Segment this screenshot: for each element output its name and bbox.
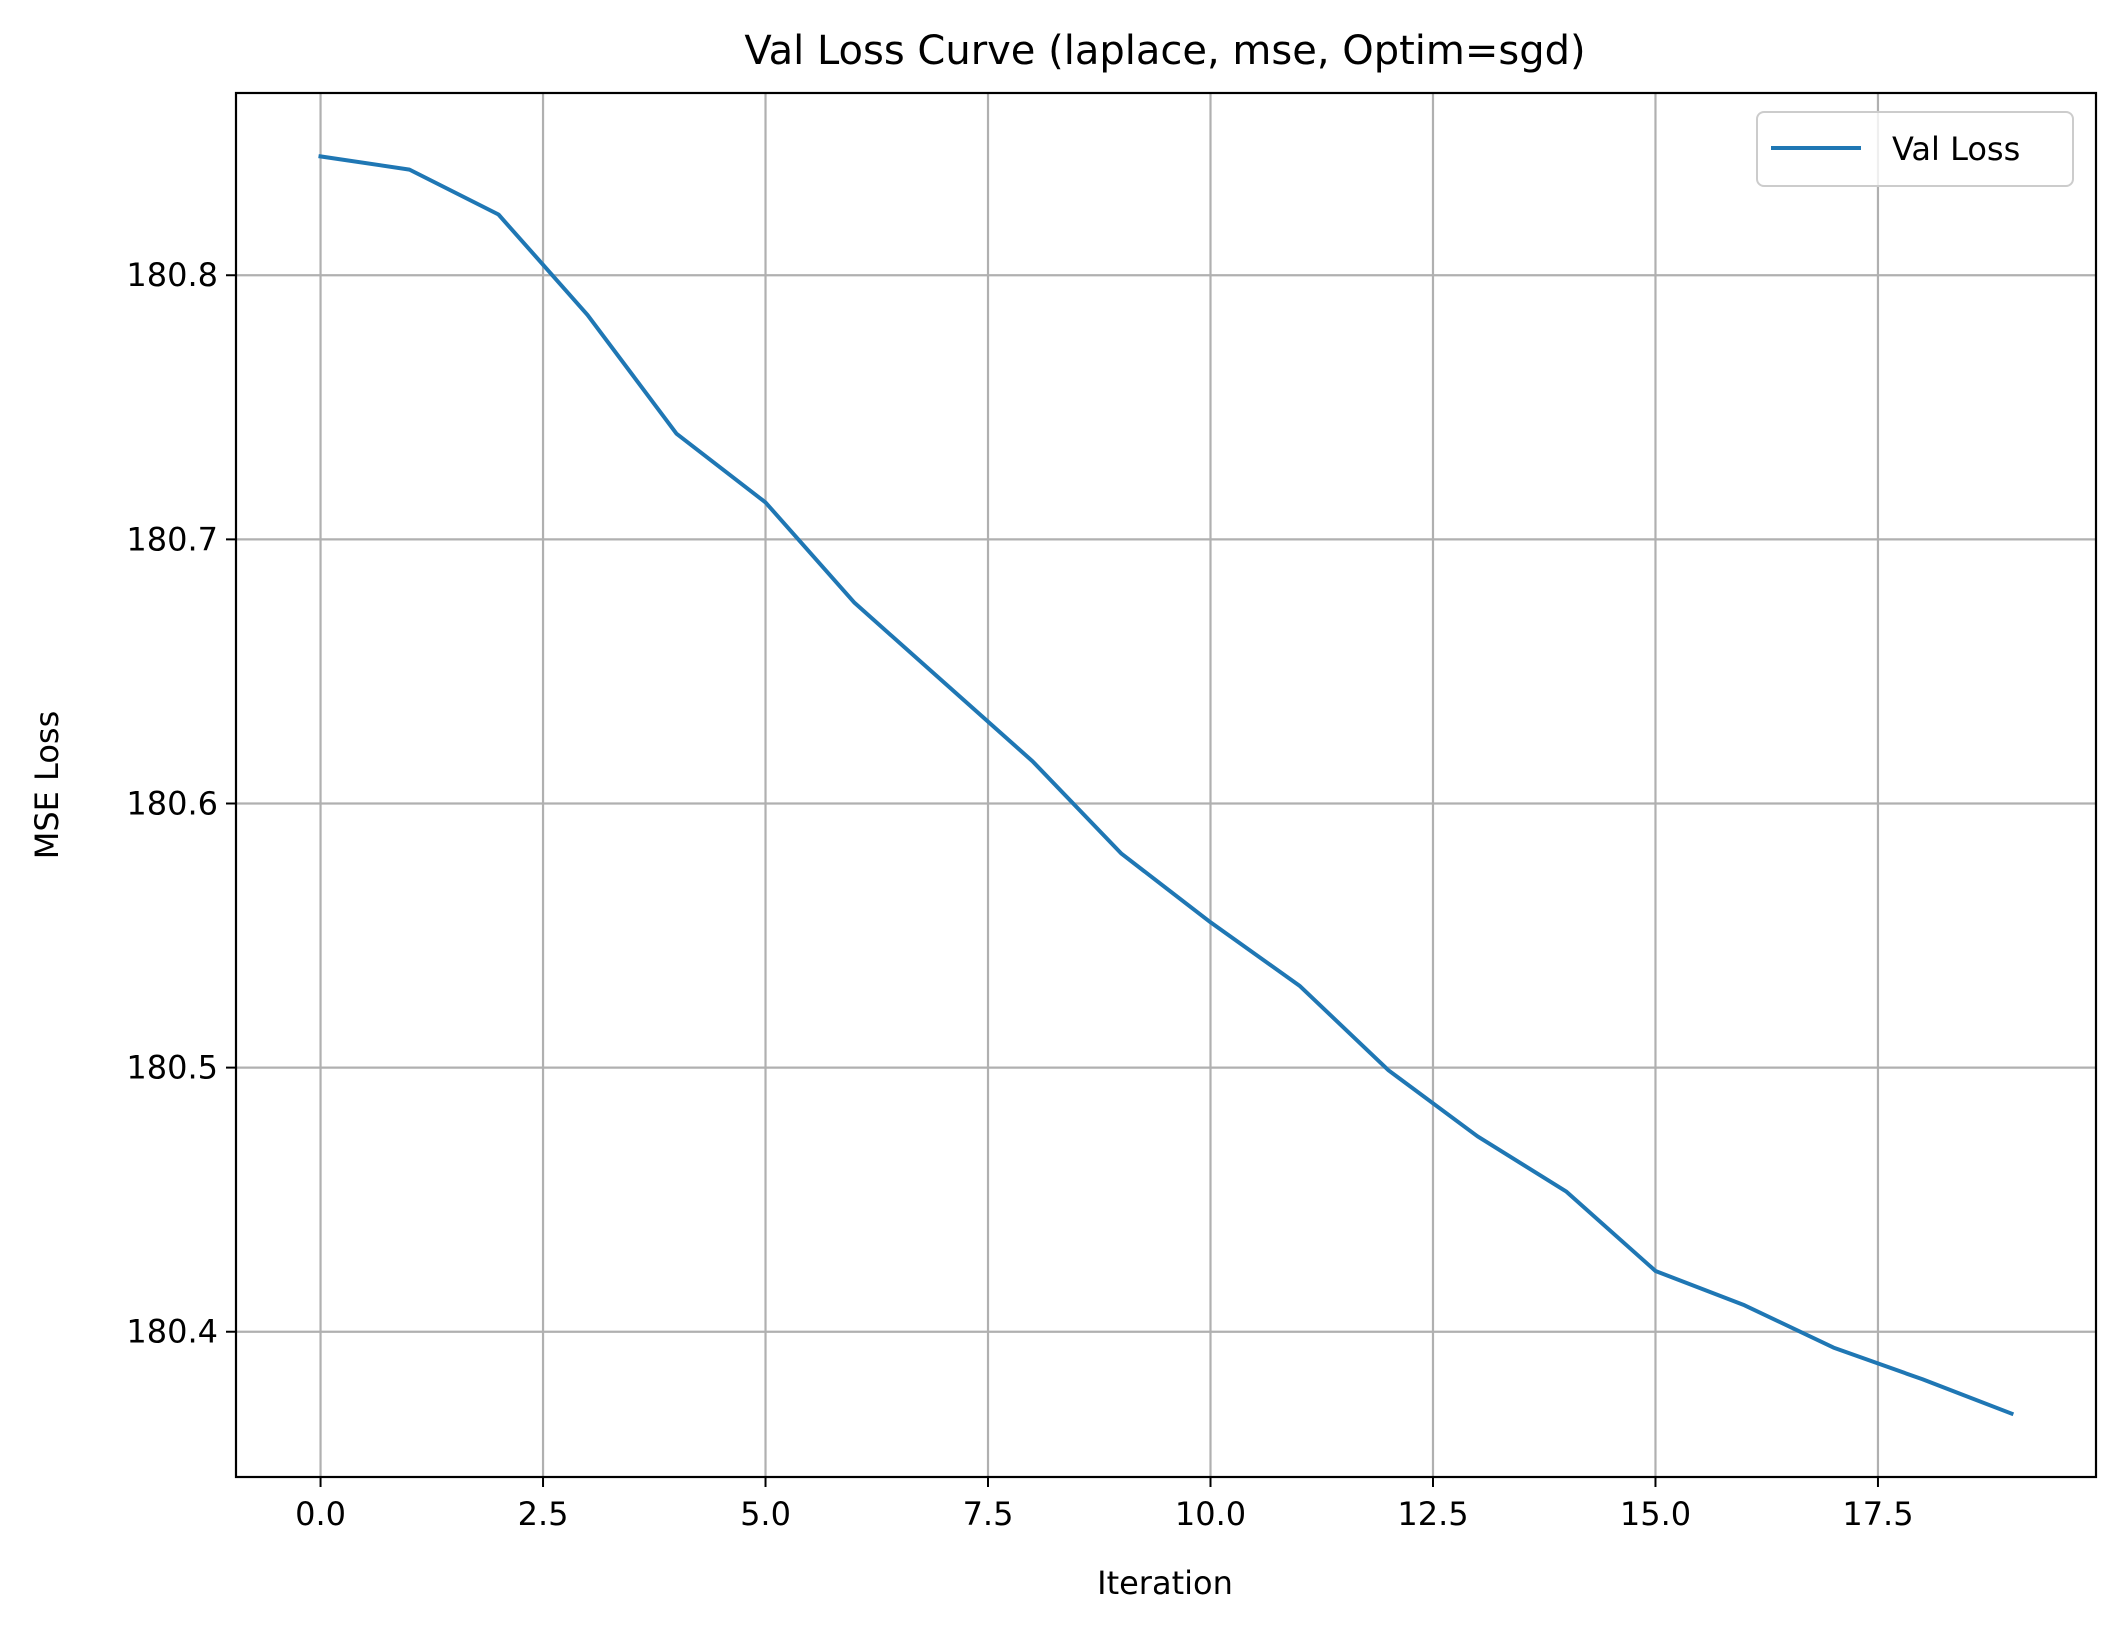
y-axis-ticks: 180.4 180.5 180.6 180.7 180.8 — [126, 256, 236, 1351]
x-tick-label: 10.0 — [1175, 1495, 1246, 1533]
x-tick-label: 7.5 — [963, 1495, 1014, 1533]
y-axis-title: MSE Loss — [28, 711, 66, 860]
x-tick-label: 5.0 — [740, 1495, 791, 1533]
plot-area-frame — [234, 91, 2098, 1479]
y-tick-label: 180.4 — [126, 1313, 218, 1351]
x-tick-label: 15.0 — [1620, 1495, 1691, 1533]
series-line-val-loss — [318, 154, 2015, 1417]
x-tick-label: 12.5 — [1397, 1495, 1468, 1533]
x-axis-title: Iteration — [1097, 1564, 1233, 1602]
y-tick-label: 180.8 — [126, 256, 218, 294]
x-axis-ticks: 0.0 2.5 5.0 7.5 10.0 12.5 15.0 17.5 — [295, 1477, 1914, 1533]
y-tick-label: 180.6 — [126, 784, 218, 822]
legend: Val Loss — [1756, 111, 2074, 187]
chart-title: Val Loss Curve (laplace, mse, Optim=sgd) — [744, 28, 1585, 74]
x-tick-label: 0.0 — [295, 1495, 346, 1533]
legend-label-val-loss: Val Loss — [1892, 130, 2020, 168]
x-tick-label: 17.5 — [1842, 1495, 1913, 1533]
x-tick-label: 2.5 — [518, 1495, 569, 1533]
y-tick-label: 180.5 — [126, 1049, 218, 1087]
y-tick-label: 180.7 — [126, 520, 218, 558]
grid — [236, 93, 2096, 1477]
legend-box — [1756, 111, 2074, 187]
series-layer — [318, 154, 2015, 1417]
